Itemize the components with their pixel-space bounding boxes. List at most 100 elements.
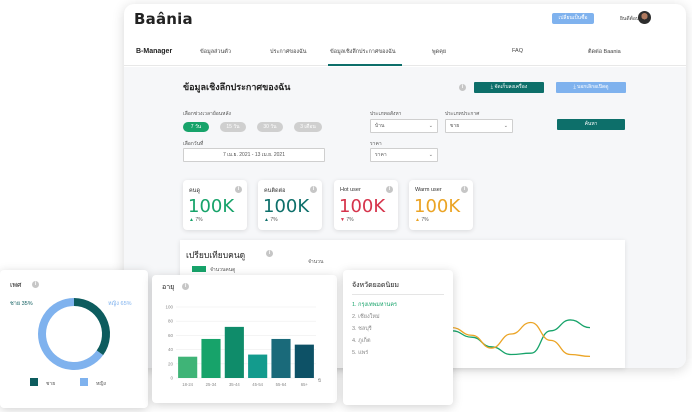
property-type-label: ประเภทอสังหา xyxy=(370,111,402,117)
date-range-input[interactable]: 7 เม.ย. 2021 - 13 เม.ย. 2021 xyxy=(183,148,325,162)
price-select[interactable]: ราคา ⌄ xyxy=(370,148,438,162)
stat-title: คนดู xyxy=(189,188,201,194)
province-item[interactable]: 4. ภูเก็ต xyxy=(352,338,371,344)
age-bar[interactable] xyxy=(294,344,314,378)
province-item[interactable]: 2. เชียงใหม่ xyxy=(352,314,380,320)
age-bar[interactable] xyxy=(224,326,244,378)
nav-item-my-listings[interactable]: ประกาศของฉัน xyxy=(270,49,307,55)
property-type-select[interactable]: บ้าน ⌄ xyxy=(370,119,438,133)
price-value: ราคา xyxy=(375,152,387,158)
nav-item-insights[interactable]: ข้อมูลเชิงลึกประกาศของฉัน xyxy=(330,49,396,55)
stat-value: 100K xyxy=(339,196,386,217)
compare-line-chart xyxy=(451,319,591,358)
x-tick-label: 55-64 xyxy=(276,382,287,387)
property-type-value: บ้าน xyxy=(375,123,385,129)
provinces-title: จังหวัดยอดนิยม xyxy=(352,282,399,289)
chip-30-days[interactable]: 30 วัน xyxy=(257,122,283,132)
nav-active-indicator xyxy=(328,64,402,66)
search-button[interactable]: ค้นหา xyxy=(557,119,625,130)
top-bar: Baânia เปลี่ยนเป็นซื้อ ยินดีต้อนรับ xyxy=(124,4,686,34)
compare-title: เปรียบเทียบคนดู xyxy=(186,250,246,260)
stat-value: 100K xyxy=(263,196,310,217)
info-icon[interactable]: i xyxy=(32,281,39,288)
age-bar[interactable] xyxy=(178,356,198,378)
info-icon[interactable]: i xyxy=(235,186,242,193)
info-icon[interactable]: i xyxy=(461,186,468,193)
chip-15-days[interactable]: 15 วัน xyxy=(220,122,246,132)
download-button-label: จัดเก็บลงเครื่อง xyxy=(494,84,528,90)
chevron-down-icon: ⌄ xyxy=(428,123,433,129)
province-item[interactable]: 1. กรุงเทพมหานคร xyxy=(352,302,397,308)
price-label: ราคา xyxy=(370,141,382,147)
age-card: อายุ i 0 20 40 60 80 100 18-24 25-34 35-44 45-54 5… xyxy=(152,275,337,403)
info-icon[interactable]: i xyxy=(310,186,317,193)
chevron-down-icon: ⌄ xyxy=(428,152,433,158)
page-title: ข้อมูลเชิงลึกประกาศของฉัน xyxy=(183,82,291,92)
trend-icon: ▲ xyxy=(264,217,269,223)
info-icon[interactable]: i xyxy=(386,186,393,193)
x-tick-label: 25-34 xyxy=(206,382,217,387)
stat-card: คนติดต่อ i 100K ▲ 7% xyxy=(258,180,322,230)
stat-card: คนดู i 100K ▲ 7% xyxy=(183,180,247,230)
province-item[interactable]: 3. ชลบุรี xyxy=(352,326,372,332)
nav-item-chat[interactable]: พูดคุย xyxy=(432,49,447,55)
nav-item-contact[interactable]: ติดต่อ Baania xyxy=(588,49,621,55)
avatar[interactable] xyxy=(638,11,651,24)
secondary-button-label: บอกเลิกอเปิดดู xyxy=(577,84,609,90)
y-tick-label: 60 xyxy=(168,333,174,338)
y-tick-label: 100 xyxy=(165,305,173,310)
x-tick-label: 18-24 xyxy=(182,382,193,387)
listing-type-select[interactable]: ขาย ⌄ xyxy=(445,119,513,133)
province-item[interactable]: 5. แพร่ xyxy=(352,350,369,356)
age-unit: ปี xyxy=(318,378,321,383)
stat-title: Hot user xyxy=(340,187,361,193)
trend-icon: ▲ xyxy=(415,217,420,223)
gender-donut-chart xyxy=(38,298,110,370)
user-greeting: ยินดีต้อนรับ xyxy=(620,16,646,22)
info-icon[interactable]: i xyxy=(266,250,273,257)
info-icon[interactable]: i xyxy=(459,84,466,91)
trend-icon: ▲ xyxy=(189,217,194,223)
nav-bar: B-Manager ข้อมูลส่วนตัว ประกาศของฉัน ข้อ… xyxy=(124,34,686,66)
female-label: หญิง 65% xyxy=(108,301,132,307)
nav-item-faq[interactable]: FAQ xyxy=(512,48,524,54)
chevron-down-icon: ⌄ xyxy=(503,123,508,129)
secondary-button[interactable]: ⤓ บอกเลิกอเปิดดู xyxy=(556,82,626,93)
male-label: ชาย 35% xyxy=(10,301,33,307)
legend-swatch-female xyxy=(80,378,88,386)
stat-card: Warm user i 100K ▲ 7% xyxy=(409,180,473,230)
age-bar[interactable] xyxy=(201,338,221,378)
info-icon[interactable]: i xyxy=(182,283,189,290)
y-tick-label: 80 xyxy=(168,319,174,324)
age-bar[interactable] xyxy=(248,354,268,378)
y-tick-label: 40 xyxy=(168,347,174,352)
download-icon: ⤓ xyxy=(490,84,495,90)
chip-3-months[interactable]: 3 เดือน xyxy=(294,122,322,132)
stat-title: Warm user xyxy=(415,187,442,193)
age-bar[interactable] xyxy=(271,338,291,378)
date-range-value: 7 เม.ย. 2021 - 13 เม.ย. 2021 xyxy=(222,152,285,158)
stat-change: ▼ 7% xyxy=(340,217,354,223)
series-line xyxy=(451,321,591,358)
age-bar-chart: 0 20 40 60 80 100 18-24 25-34 35-44 45-54 55-64 65+ xyxy=(165,305,316,387)
stat-card: Hot user i 100K ▼ 7% xyxy=(334,180,398,230)
nav-item-profile[interactable]: ข้อมูลส่วนตัว xyxy=(200,49,231,55)
stat-change: ▲ 7% xyxy=(415,217,429,223)
donut-slice-female xyxy=(38,298,104,370)
stat-change: ▲ 7% xyxy=(189,217,203,223)
divider xyxy=(352,294,444,295)
stat-value: 100K xyxy=(414,196,461,217)
chip-7-days[interactable]: 7 วัน xyxy=(183,122,209,132)
switch-mode-button[interactable]: เปลี่ยนเป็นซื้อ xyxy=(552,13,594,24)
trend-icon: ▼ xyxy=(340,217,345,223)
provinces-card: จังหวัดยอดนิยม 1. กรุงเทพมหานคร 2. เชียง… xyxy=(343,270,453,405)
range-label: เลือกช่วงเวลาย้อนหลัง xyxy=(183,111,231,117)
y-tick-label: 20 xyxy=(168,361,174,366)
download-button[interactable]: ⤓ จัดเก็บลงเครื่อง xyxy=(474,82,544,93)
nav-brand[interactable]: B-Manager xyxy=(136,48,173,55)
app-logo[interactable]: Baânia xyxy=(134,10,193,28)
donut-slice-male xyxy=(73,298,110,356)
legend-male: ชาย xyxy=(46,381,56,387)
stat-title: คนติดต่อ xyxy=(264,188,286,194)
